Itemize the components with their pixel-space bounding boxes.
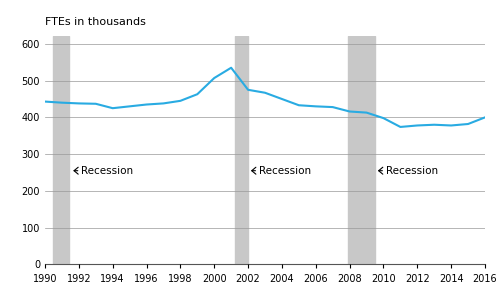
Bar (234, 36, 248, 264)
Text: Recession: Recession (386, 166, 438, 176)
Bar (348, 36, 375, 264)
Text: Recession: Recession (259, 166, 311, 176)
Text: FTEs in thousands: FTEs in thousands (45, 17, 146, 27)
Bar (54, 36, 68, 264)
Text: Recession: Recession (82, 166, 134, 176)
